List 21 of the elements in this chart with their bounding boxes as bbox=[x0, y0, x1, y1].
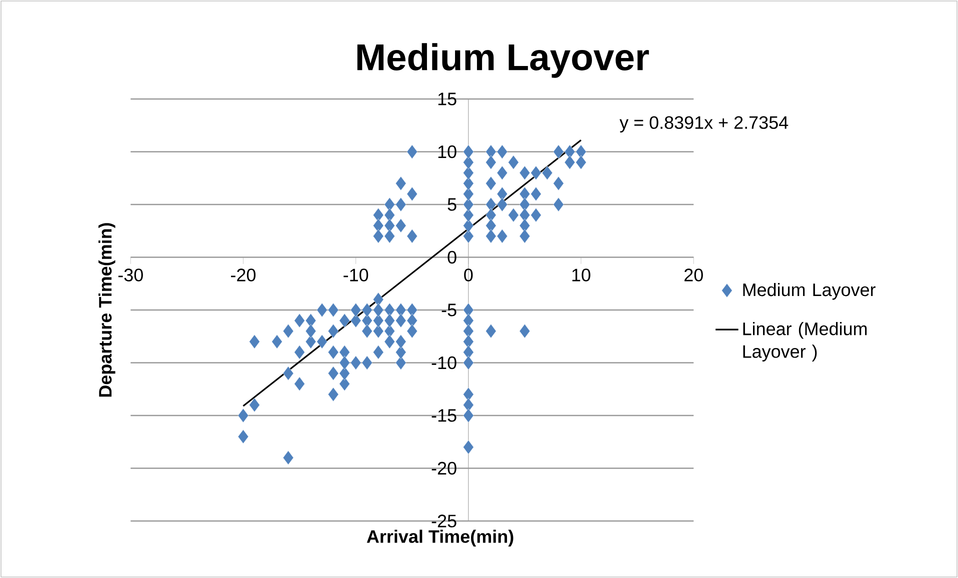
y-tick-label: -20 bbox=[432, 462, 456, 475]
y-tick-label: -25 bbox=[432, 514, 456, 528]
y-tick-label: -10 bbox=[432, 356, 456, 370]
annotation: y = 0.8391x + 2.7354 bbox=[620, 116, 788, 133]
y-tick-label: 15 bbox=[438, 92, 456, 106]
x-tick-label: 10 bbox=[572, 268, 590, 282]
y-tick-label: 10 bbox=[438, 145, 456, 158]
x-tick-label: 20 bbox=[684, 268, 703, 282]
x-tick-label: -20 bbox=[231, 268, 256, 282]
x-tick-label: 0 bbox=[464, 268, 473, 282]
legend-label: Linear (Medium Layover ) bbox=[743, 322, 867, 362]
legend-label: Medium Layover bbox=[743, 282, 876, 300]
x-tick-label: -10 bbox=[344, 268, 368, 282]
x-tick-label: -30 bbox=[118, 268, 143, 282]
x-axis-title: Arrival Time(min) bbox=[366, 530, 514, 547]
y-axis-title: Departure Time(min) bbox=[98, 223, 116, 397]
chart-title: Medium Layover bbox=[357, 43, 649, 78]
y-tick-label: 5 bbox=[448, 198, 456, 211]
y-tick-label: 0 bbox=[448, 250, 456, 264]
y-tick-label: -15 bbox=[432, 409, 456, 422]
y-tick-label: -5 bbox=[442, 304, 456, 316]
